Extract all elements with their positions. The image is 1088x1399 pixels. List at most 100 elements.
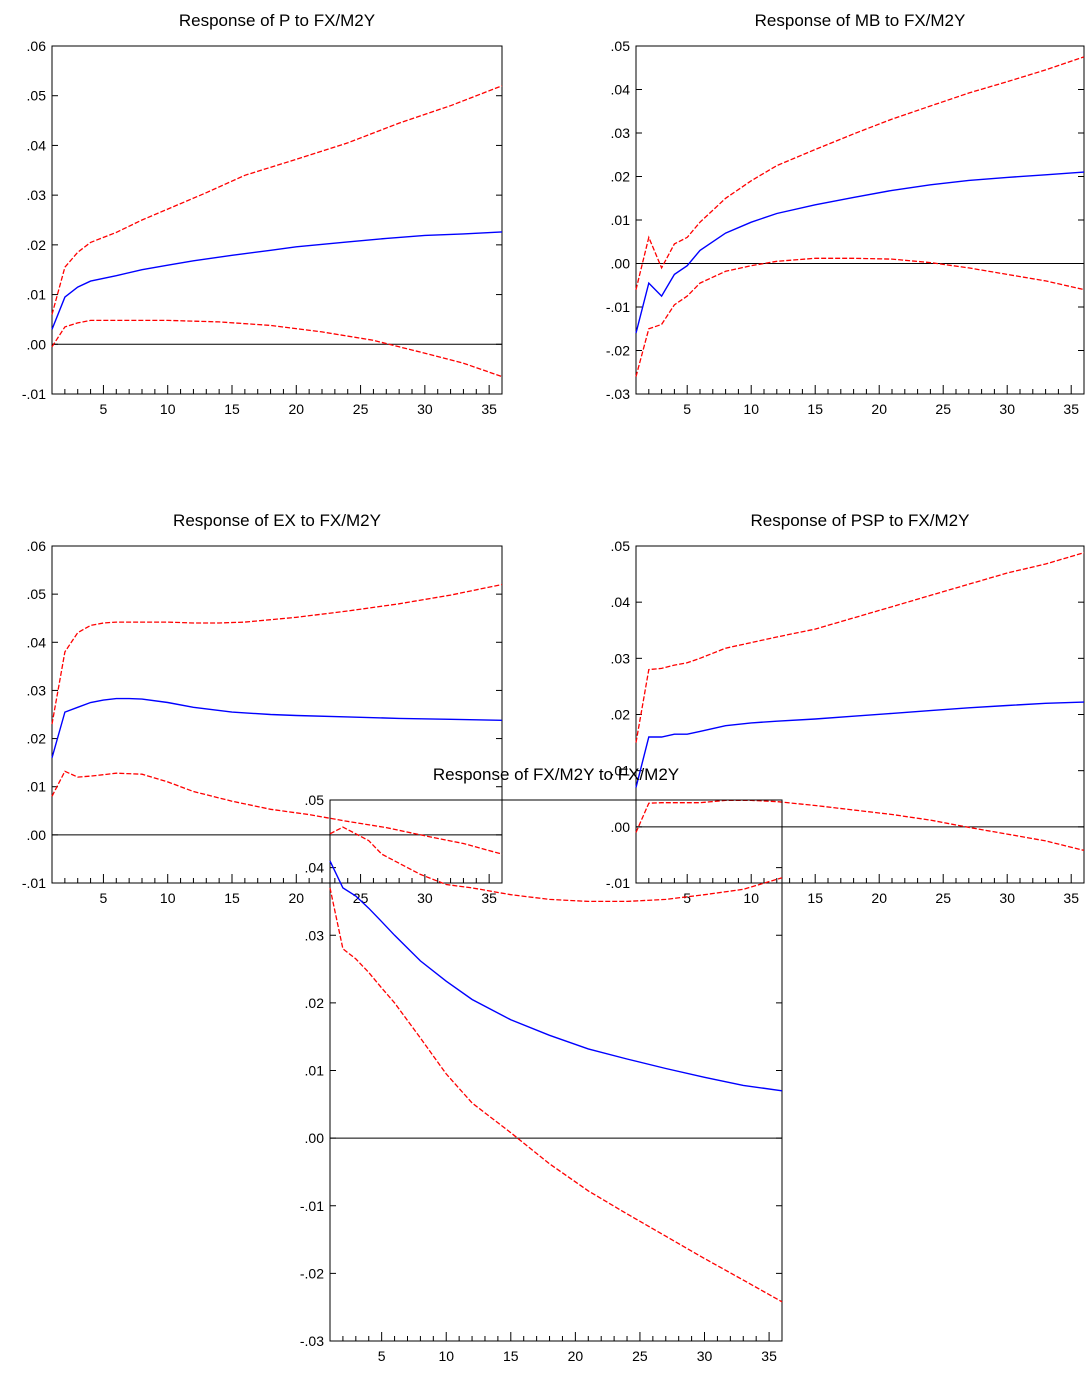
y-tick-label: .01 [611,763,631,779]
x-tick-label: 15 [224,401,240,417]
x-tick-label: 25 [353,401,369,417]
y-tick-label: .01 [27,779,47,795]
response-line [635,171,1085,334]
x-tick-label: 5 [100,890,108,906]
y-tick-label: .05 [611,538,631,554]
y-tick-label: -.02 [606,343,630,359]
x-tick-label: 5 [378,1348,386,1364]
x-tick-label: 20 [288,401,304,417]
y-tick-label: -.03 [300,1333,324,1349]
y-tick-label: .04 [27,137,47,153]
upper-confidence-band [329,826,783,903]
y-tick-label: .01 [305,1063,325,1079]
lower-confidence-band [635,257,1085,377]
y-tick-label: .02 [305,995,325,1011]
y-tick-label: .05 [27,586,47,602]
y-tick-label: .02 [27,731,47,747]
x-tick-label: 35 [481,890,497,906]
x-tick-label: 25 [353,890,369,906]
upper-confidence-band [635,552,1085,743]
y-tick-label: .01 [611,212,631,228]
x-tick-label: 15 [224,890,240,906]
panel-response-of-mb: Response of MB to FX/M2Y -.03 -.02 -.01 .00.… [606,11,1085,417]
x-tick-label: 10 [438,1348,454,1364]
upper-confidence-band [51,85,503,315]
x-tick-label: 15 [807,401,823,417]
lower-confidence-band [329,887,783,1303]
y-tick-label: .06 [27,538,47,554]
y-tick-label: -.01 [606,299,630,315]
chart-title: Response of FX/M2Y to FX/M2Y [433,765,679,784]
x-tick-label: 25 [632,1348,648,1364]
y-tick-label: .00 [611,819,631,835]
response-line [329,860,783,1092]
response-line [635,701,1085,788]
panel-response-of-psp: Response of PSP to FX/M2Y -.01 .00 .01 .02 .0… [606,511,1085,906]
y-tick-label: .03 [27,682,47,698]
y-tick-label: .03 [611,650,631,666]
y-tick-label: .00 [27,827,47,843]
x-tick-label: 10 [160,890,176,906]
x-tick-label: 20 [568,1348,584,1364]
lower-confidence-band [51,319,503,378]
upper-confidence-band [635,56,1085,290]
plot-frame [635,545,1085,884]
y-tick-label: .04 [611,594,631,610]
x-tick-label: 20 [288,890,304,906]
y-tick-label: .03 [27,187,47,203]
response-line [51,697,503,758]
x-tick-label: 10 [743,401,759,417]
lower-confidence-band [635,799,1085,852]
y-tick-label: .02 [611,707,631,723]
x-tick-label: 35 [481,401,497,417]
y-tick-label: .05 [611,38,631,54]
y-tick-label: -.03 [606,386,630,402]
x-tick-label: 5 [683,401,691,417]
x-tick-label: 5 [683,890,691,906]
upper-confidence-band [51,583,503,725]
x-tick-label: 30 [999,890,1015,906]
y-tick-label: .00 [27,336,47,352]
plot-frame [51,45,503,395]
plot-frame [51,545,503,884]
y-tick-label: -.01 [606,875,630,891]
y-tick-label: .00 [611,256,631,272]
y-tick-label: .01 [27,287,47,303]
chart-title: Response of PSP to FX/M2Y [751,511,970,530]
x-tick-label: 35 [761,1348,777,1364]
x-tick-label: 30 [999,401,1015,417]
chart-title: Response of P to FX/M2Y [179,11,375,30]
y-tick-label: .03 [305,927,325,943]
y-tick-label: -.02 [300,1265,324,1281]
y-tick-label: .05 [305,792,325,808]
y-tick-label: .06 [27,38,47,54]
x-tick-label: 10 [160,401,176,417]
x-tick-label: 35 [1063,890,1079,906]
plot-frame [635,45,1085,395]
panel-response-of-fxm2y: Response of FX/M2Y to FX/M2Y -.03 -.02 -.01… [300,765,783,1364]
x-tick-label: 20 [871,401,887,417]
y-tick-label: .05 [27,88,47,104]
x-tick-label: 30 [697,1348,713,1364]
x-tick-label: 15 [807,890,823,906]
y-tick-label: .00 [305,1130,325,1146]
y-tick-label: .04 [27,634,47,650]
x-tick-label: 30 [417,401,433,417]
y-tick-label: -.01 [300,1198,324,1214]
x-tick-label: 20 [871,890,887,906]
x-tick-label: 25 [935,401,951,417]
x-tick-label: 35 [1063,401,1079,417]
y-tick-label: .03 [611,125,631,141]
x-tick-label: 30 [417,890,433,906]
y-tick-label: .02 [27,237,47,253]
y-tick-label: -.01 [22,875,46,891]
y-tick-label: .04 [305,860,325,876]
chart-title: Response of EX to FX/M2Y [173,511,381,530]
lower-confidence-band [51,770,503,855]
x-tick-label: 5 [100,401,108,417]
x-tick-label: 15 [503,1348,519,1364]
x-tick-label: 10 [743,890,759,906]
chart-title: Response of MB to FX/M2Y [755,11,966,30]
response-line [51,231,503,330]
